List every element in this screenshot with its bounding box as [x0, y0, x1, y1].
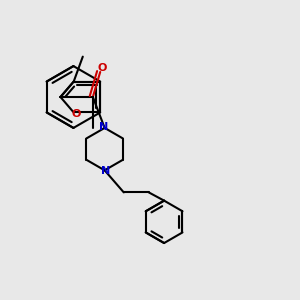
Text: N: N — [99, 122, 109, 132]
Text: N: N — [100, 166, 110, 176]
Text: O: O — [71, 109, 80, 119]
Text: O: O — [97, 63, 106, 74]
